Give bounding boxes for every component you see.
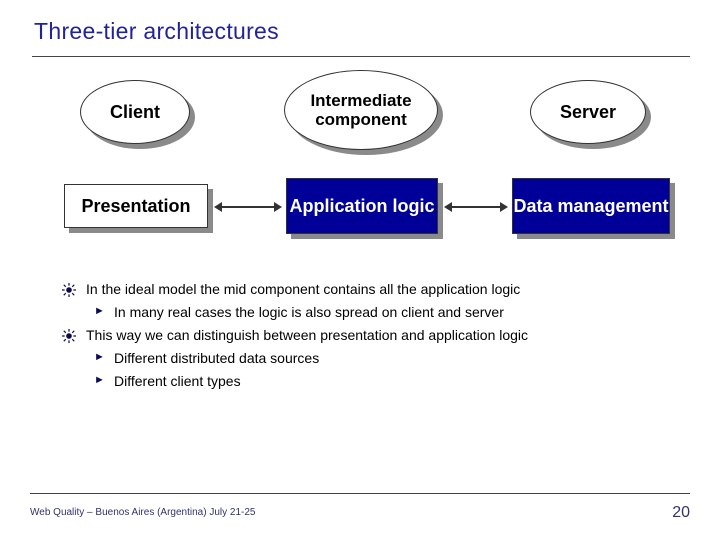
tier-diagram: Client Intermediate component Server Pre… <box>0 70 720 270</box>
ellipse-server: Server <box>530 80 646 144</box>
bullet-text: In the ideal model the mid component con… <box>86 281 520 297</box>
ellipse-intermediate: Intermediate component <box>284 70 438 150</box>
arrow-presentation-applogic <box>222 206 274 208</box>
footer-rule <box>30 493 690 494</box>
arrow-applogic-datamgmt <box>452 206 500 208</box>
box-presentation: Presentation <box>64 184 208 228</box>
slide-number: 20 <box>672 504 690 522</box>
bullet-l1: In the ideal model the mid component con… <box>60 280 670 299</box>
slide-title: Three-tier architectures <box>34 18 686 59</box>
title-rule <box>32 56 690 57</box>
bullet-l2: In many real cases the logic is also spr… <box>60 303 670 322</box>
bullet-text: In many real cases the logic is also spr… <box>114 304 504 320</box>
bullet-l1: This way we can distinguish between pres… <box>60 326 670 345</box>
bullet-list: In the ideal model the mid component con… <box>60 280 670 394</box>
ellipse-client: Client <box>80 80 190 144</box>
box-data-management: Data management <box>512 178 670 234</box>
bullet-text: This way we can distinguish between pres… <box>86 327 528 343</box>
bullet-l2: Different distributed data sources <box>60 349 670 368</box>
bullet-l2: Different client types <box>60 372 670 391</box>
box-application-logic: Application logic <box>286 178 438 234</box>
slide: Three-tier architectures Client Intermed… <box>0 0 720 540</box>
bullet-text: Different client types <box>114 373 241 389</box>
sun-icon <box>62 283 76 297</box>
sun-icon <box>62 329 76 343</box>
bullet-text: Different distributed data sources <box>114 350 319 366</box>
footer-left: Web Quality – Buenos Aires (Argentina) J… <box>30 507 256 518</box>
